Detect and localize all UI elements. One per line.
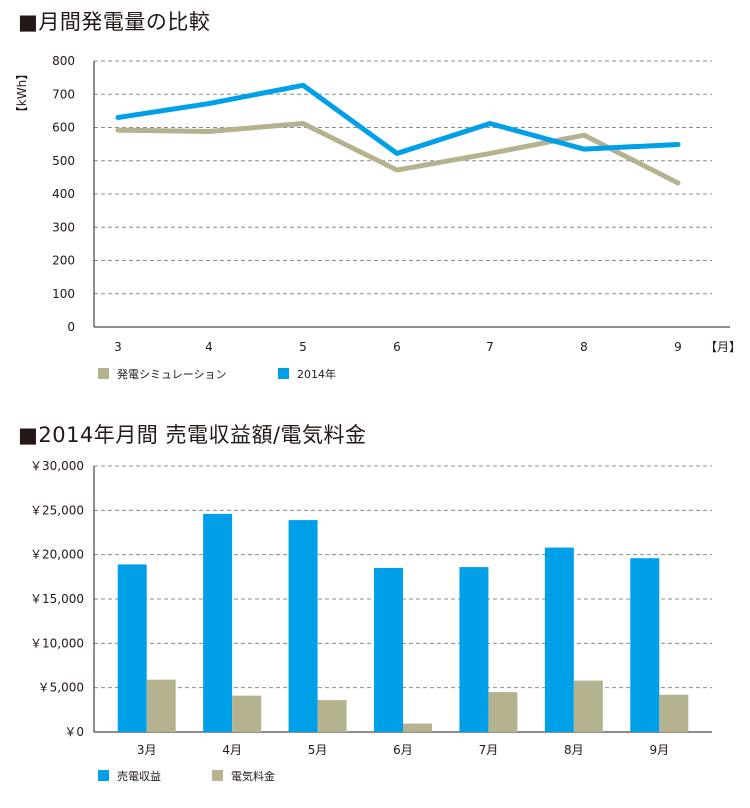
x-tick-label: 3月 — [137, 743, 157, 757]
legend-label: 電気料金 — [231, 769, 275, 783]
legend-label: 売電収益 — [117, 769, 161, 783]
y-tick-label: ￥5,000 — [38, 681, 84, 695]
legend-label: 発電シミュレーション — [117, 367, 227, 381]
legend-swatch — [212, 770, 223, 781]
y-tick-label: 200 — [52, 254, 75, 268]
bar-electricity — [573, 680, 603, 732]
bar-electricity — [403, 723, 432, 732]
y-tick-label: ￥10,000 — [30, 636, 84, 650]
y-tick-label: ￥20,000 — [30, 548, 84, 562]
bar-electricity — [232, 695, 262, 732]
x-tick-label: 8月 — [564, 743, 584, 757]
bar-sales — [117, 564, 147, 732]
bar-sales — [544, 547, 574, 732]
chart2-title: ■2014年月間 売電収益額/電気料金 — [18, 423, 367, 447]
y-tick-label: 0 — [67, 320, 75, 334]
x-tick-label: 4月 — [222, 743, 242, 757]
x-tick-label: 7 — [486, 340, 494, 354]
y-tick-label: ￥0 — [64, 725, 84, 739]
bar-sales — [630, 558, 660, 732]
bar-electricity — [659, 694, 689, 732]
x-tick-label: 7月 — [479, 743, 499, 757]
bar-sales — [374, 567, 403, 732]
y-tick-label: 600 — [52, 121, 75, 135]
y-tick-label: ￥25,000 — [30, 503, 84, 517]
legend-swatch — [98, 368, 109, 379]
x-tick-label: 5 — [299, 340, 307, 354]
bar-electricity — [488, 692, 518, 732]
y-tick-label: 300 — [52, 220, 75, 234]
x-tick-label: 4 — [205, 340, 213, 354]
series-line-1 — [115, 121, 681, 186]
legend-label: 2014年 — [297, 367, 336, 381]
bar-sales — [288, 520, 318, 732]
y-tick-label: ￥15,000 — [30, 592, 84, 606]
bar-electricity — [317, 700, 347, 732]
bar-electricity — [146, 679, 176, 732]
chart1-title: ■月間発電量の比較 — [18, 10, 211, 34]
y-tick-label: 100 — [52, 287, 75, 301]
x-tick-label: 6 — [393, 340, 401, 354]
series-line-2 — [115, 82, 681, 156]
y-tick-label: ￥30,000 — [30, 459, 84, 473]
y-axis-unit: 【kWh】 — [15, 68, 29, 118]
x-tick-label: 9月 — [649, 743, 669, 757]
legend-swatch — [98, 770, 109, 781]
x-axis-unit: 【月】 — [705, 340, 741, 354]
legend-swatch — [278, 368, 289, 379]
x-tick-label: 5月 — [308, 743, 328, 757]
line-chart: 800 700 600 500 400 300 200 100 0 【kWh】 3 4 5 6 7 8 9 【月】… — [15, 54, 741, 381]
y-tick-label: 500 — [52, 154, 75, 168]
y-tick-label: 700 — [52, 87, 75, 101]
x-tick-label: 6月 — [393, 743, 413, 757]
y-tick-label: 400 — [52, 187, 75, 201]
x-tick-label: 3 — [114, 340, 122, 354]
x-tick-label: 9 — [674, 340, 682, 354]
y-tick-label: 800 — [52, 54, 75, 68]
bar-sales — [459, 567, 489, 732]
bar-sales — [203, 513, 233, 732]
x-tick-label: 8 — [580, 340, 588, 354]
